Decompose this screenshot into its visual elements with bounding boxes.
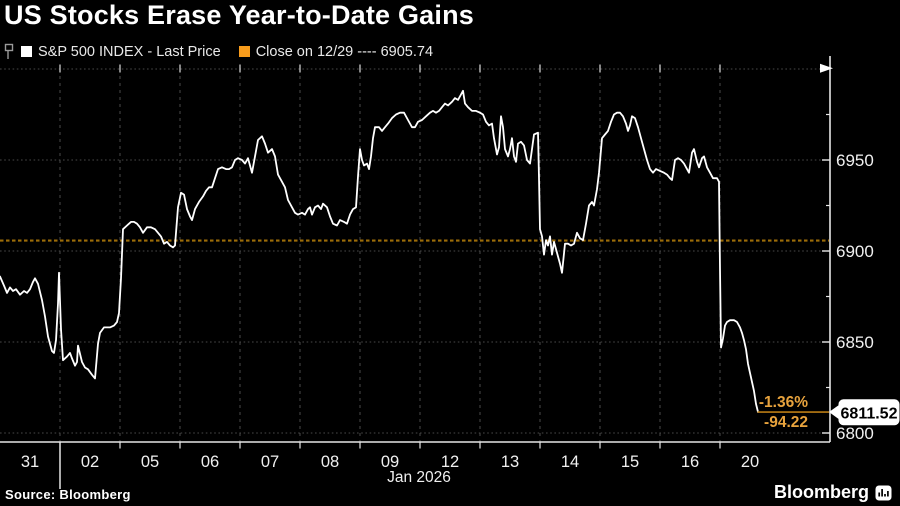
series-swatch (21, 46, 32, 57)
x-tick-label: 14 (561, 453, 579, 471)
y-tick-label: 6800 (836, 424, 874, 443)
chart-legend: S&P 500 INDEX - Last Price Close on 12/2… (4, 43, 433, 60)
last-price-callout-box (838, 399, 900, 426)
bloomberg-terminal-icon (875, 485, 892, 500)
axis-arrow-icon (820, 63, 833, 73)
x-tick-label: 08 (321, 453, 339, 471)
series-label: S&P 500 INDEX - Last Price (38, 43, 221, 60)
x-tick-label: 02 (81, 453, 99, 471)
x-tick-label: 07 (261, 453, 279, 471)
source-note: Source: Bloomberg (5, 487, 131, 502)
pin-icon (4, 43, 14, 59)
x-tick-label: 05 (141, 453, 159, 471)
x-tick-label: 16 (681, 453, 699, 471)
x-tick-label: 13 (501, 453, 519, 471)
bloomberg-logo-text: Bloomberg (773, 482, 869, 502)
change-points-label: -94.22 (764, 414, 808, 431)
last-price-callout-pointer (829, 404, 840, 421)
x-tick-label: 15 (621, 453, 639, 471)
x-tick-label: 09 (381, 453, 399, 471)
price-line (0, 89, 759, 413)
bloomberg-logo: Bloomberg (774, 482, 892, 503)
close-reference-label: Close on 12/29 ---- 6905.74 (255, 43, 434, 60)
y-tick-label: 6900 (836, 242, 874, 261)
x-tick-label: 06 (201, 453, 219, 471)
close-reference-swatch (238, 46, 250, 57)
x-axis-month-label: Jan 2026 (387, 469, 451, 486)
x-tick-label: 31 (21, 453, 39, 471)
y-tick-label: 6950 (836, 151, 874, 170)
y-tick-label: 6850 (836, 333, 874, 352)
x-tick-label: 12 (441, 453, 459, 471)
change-percent-label: -1.36% (759, 394, 808, 411)
last-price-value: 6811.52 (841, 405, 898, 422)
page-title: US Stocks Erase Year-to-Date Gains (4, 0, 475, 30)
x-tick-label: 20 (741, 453, 759, 471)
